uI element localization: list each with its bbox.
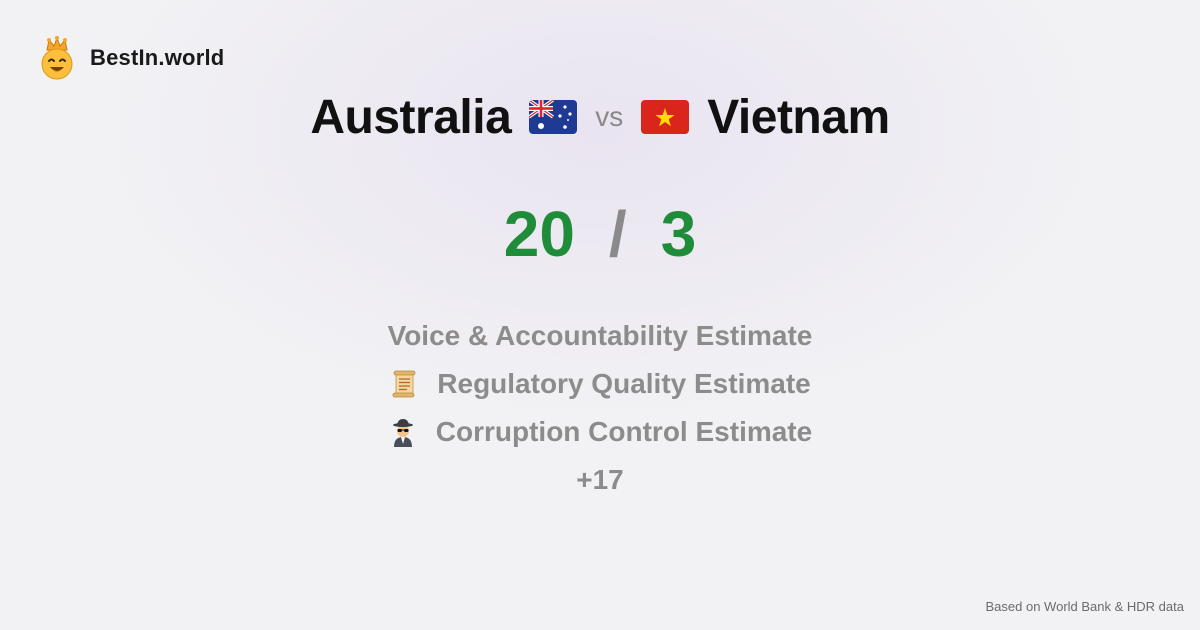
data-source-note: Based on World Bank & HDR data bbox=[985, 599, 1184, 614]
australia-flag-icon bbox=[529, 100, 578, 134]
metric-list: Voice & Accountability Estimate Regulato… bbox=[0, 312, 1200, 504]
brand-name: BestIn.world bbox=[90, 45, 225, 70]
vs-label: vs bbox=[595, 101, 624, 132]
spy-icon bbox=[392, 419, 413, 447]
more-metrics-count[interactable]: +17 bbox=[576, 464, 624, 495]
metric-item-voice-accountability[interactable]: Voice & Accountability Estimate bbox=[388, 312, 813, 360]
metric-label: Regulatory Quality Estimate bbox=[437, 368, 811, 399]
metric-item-regulatory-quality[interactable]: Regulatory Quality Estimate bbox=[389, 360, 811, 408]
comparison-title: Australia vs Vietnam bbox=[0, 86, 1200, 148]
crown-smiley-icon bbox=[41, 36, 73, 80]
metric-label: Corruption Control Estimate bbox=[435, 416, 813, 447]
vietnam-flag-icon bbox=[641, 100, 690, 134]
left-country-name[interactable]: Australia bbox=[310, 90, 512, 144]
metric-label: Voice & Accountability Estimate bbox=[387, 320, 813, 351]
metric-item-corruption-control[interactable]: Corruption Control Estimate bbox=[388, 408, 812, 456]
score-separator: / bbox=[608, 198, 627, 270]
scroll-icon bbox=[392, 370, 416, 398]
right-score: 3 bbox=[660, 198, 697, 270]
left-score: 20 bbox=[503, 198, 575, 270]
right-country-name[interactable]: Vietnam bbox=[707, 90, 890, 144]
score: 20 / 3 bbox=[0, 196, 1200, 272]
brand[interactable]: BestIn.world bbox=[38, 36, 224, 80]
